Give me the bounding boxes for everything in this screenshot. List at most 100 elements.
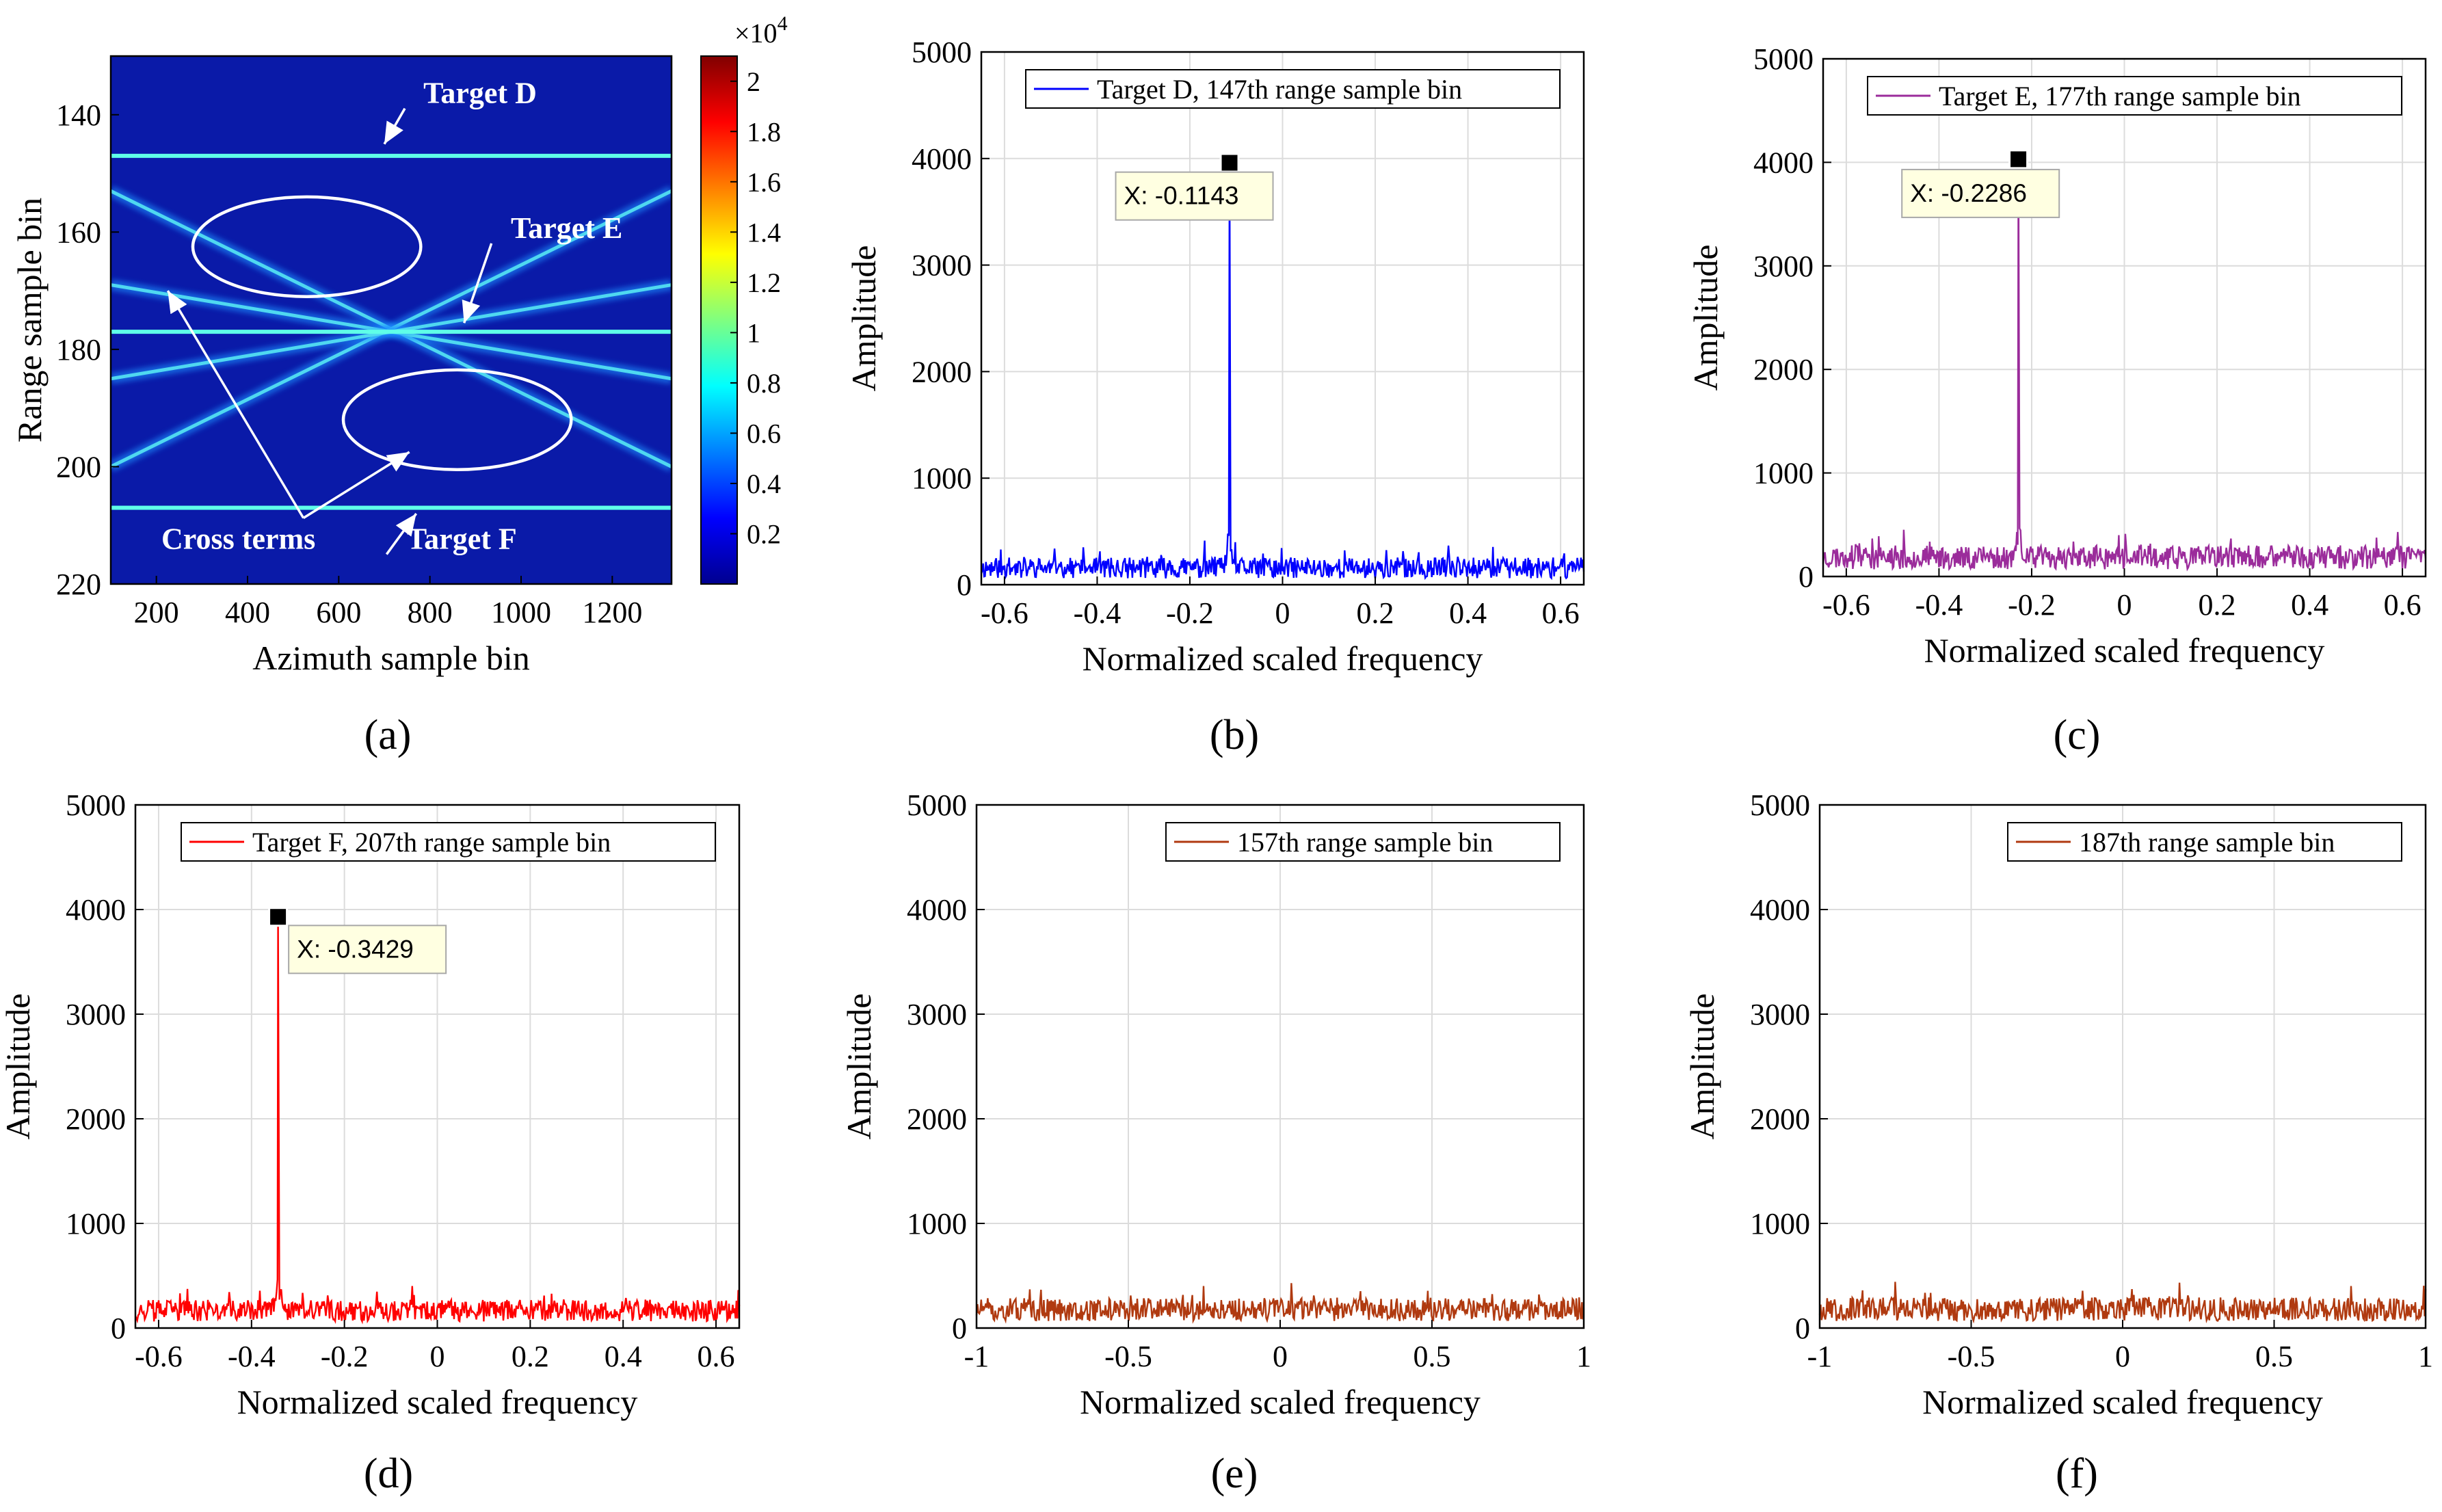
x-tick-label: 0.2 [512,1340,549,1373]
legend-box [1165,822,1561,862]
spectrum-panel-c: -0.6 -0.4 -0.2 0 0.2 0.4 0.6 0 1000 2000 3000 4000 5… [1686,42,2427,758]
y-tick-label: 1000 [907,1207,967,1241]
colorbar-multiplier: ×104 [734,12,788,49]
x-axis-label: Normalized scaled frequency [1080,1383,1481,1421]
spectrum-panel-f: -1 -0.5 0 0.5 1 0 1000 2000 3000 4000 5000 Normaliz… [1683,788,2433,1497]
y-tick-label: 3000 [1753,250,1814,283]
x-tick-label: 0 [1273,1340,1288,1373]
y-tick-label: 140 [56,98,101,132]
datatip-box [1901,168,2060,218]
x-tick-label: 0.2 [2199,588,2236,622]
annotation-arrow [385,513,418,555]
x-tick-label: 0.4 [1449,596,1487,630]
colorbar-tick-label: 0.8 [747,368,781,399]
x-tick-label: 1 [1576,1340,1591,1373]
y-tick-label: 1000 [1753,457,1814,490]
spectrum-series [975,1283,1585,1324]
datatip-label: X: -0.1143 [1124,182,1239,210]
x-tick-label: 0 [2117,588,2132,622]
y-tick-label: 1000 [1750,1207,1810,1241]
legend-box [1025,69,1561,109]
y-tick-label: 200 [56,450,101,483]
y-tick-label: 3000 [907,998,967,1031]
datatip-marker [1219,152,1240,173]
x-tick-label: -0.4 [228,1340,276,1373]
y-tick-label: 4000 [912,142,972,176]
x-axis-label: Normalized scaled frequency [1922,1383,2323,1421]
x-tick-label: 0 [430,1340,445,1373]
y-tick-label: 4000 [1750,893,1810,927]
x-tick-label: 0.6 [698,1340,735,1373]
figure-label: (b) [1210,712,1259,758]
x-axis-label: Azimuth sample bin [252,639,530,677]
legend-label: 157th range sample bin [1237,827,1493,858]
x-tick-label: -0.2 [2008,588,2056,622]
x-tick-label: -1 [1807,1340,1833,1373]
y-tick-label: 3000 [1750,998,1810,1031]
y-tick-label: 160 [56,215,101,249]
figure-label: (a) [364,712,412,758]
spectrum-panel-d: -0.6 -0.4 -0.2 0 0.2 0.4 0.6 0 1000 2000 3000 4000 5… [0,788,741,1497]
y-tick-label: 3000 [912,249,972,282]
y-tick-label: 1000 [66,1207,126,1241]
colorbar-tick-label: 2 [747,66,760,97]
x-tick-label: 1 [2418,1340,2433,1373]
legend-box [1867,76,2402,116]
x-tick-label: 0 [1275,596,1290,630]
annotation-arrow-0 [166,290,305,519]
datatip-box [1115,171,1274,221]
datatip-label: X: -0.2286 [1910,179,2027,207]
datatip-box [288,925,447,974]
legend-box [2007,822,2402,862]
x-axis-label: Normalized scaled frequency [1083,639,1483,678]
annotation-arrow [462,243,493,323]
colorbar-tick-label: 1.4 [747,217,781,248]
x-tick-label: -0.5 [1948,1340,1995,1373]
spectrum-series [980,162,1585,581]
figure-label: (c) [2054,712,2101,758]
y-tick-label: 4000 [66,893,126,927]
heatmap-frame [109,55,673,585]
colorbar [700,55,738,585]
y-tick-label: 5000 [1753,42,1814,76]
annotation-arrow-1 [302,451,410,520]
spectrum-panel-b: -0.6 -0.4 -0.2 0 0.2 0.4 0.6 0 1000 2000 3000 4000 5… [845,36,1585,758]
colorbar-multiplier-base: ×10 [734,18,778,49]
annotation-label: Target F [407,522,517,556]
y-tick-label: 2000 [912,355,972,388]
x-axis-label: Normalized scaled frequency [237,1383,638,1421]
legend-label: Target E, 177th range sample bin [1939,81,2301,111]
y-tick-label: 4000 [1753,146,1814,179]
x-tick-label: -0.4 [1915,588,1963,622]
cross-term-ellipse-0 [191,195,423,298]
x-tick-label: -0.6 [1822,588,1870,622]
y-axis-label: Amplitude [0,994,37,1140]
y-tick-label: 1000 [912,462,972,495]
x-tick-label: -0.5 [1104,1340,1152,1373]
y-tick-label: 4000 [907,893,967,927]
figure-label: (e) [1211,1450,1258,1497]
y-axis-label: Amplitude [845,246,883,392]
legend-label: Target D, 147th range sample bin [1097,74,1462,105]
x-tick-label: 800 [408,596,453,629]
annotation-label: Target E [511,211,622,245]
y-tick-label: 0 [952,1312,967,1345]
y-tick-label: 3000 [66,998,126,1031]
y-axis-label: Amplitude [1686,245,1725,391]
x-tick-label: 600 [316,596,361,629]
x-tick-label: -0.2 [1166,596,1214,630]
y-tick-label: 220 [56,568,101,601]
x-tick-label: 1000 [491,596,551,629]
x-tick-label: 0.6 [1542,596,1580,630]
x-tick-label: -0.6 [135,1340,183,1373]
spectrum-series [134,916,741,1325]
y-tick-label: 2000 [1750,1102,1810,1136]
y-tick-label: 0 [111,1312,126,1345]
datatip-label: X: -0.3429 [297,935,414,963]
x-tick-label: 0.2 [1357,596,1394,630]
figure-label: (f) [2056,1450,2098,1497]
x-tick-label: -0.6 [981,596,1028,630]
y-tick-label: 0 [1795,1312,1810,1345]
figure-label: (d) [364,1450,413,1497]
x-tick-label: -0.2 [321,1340,369,1373]
